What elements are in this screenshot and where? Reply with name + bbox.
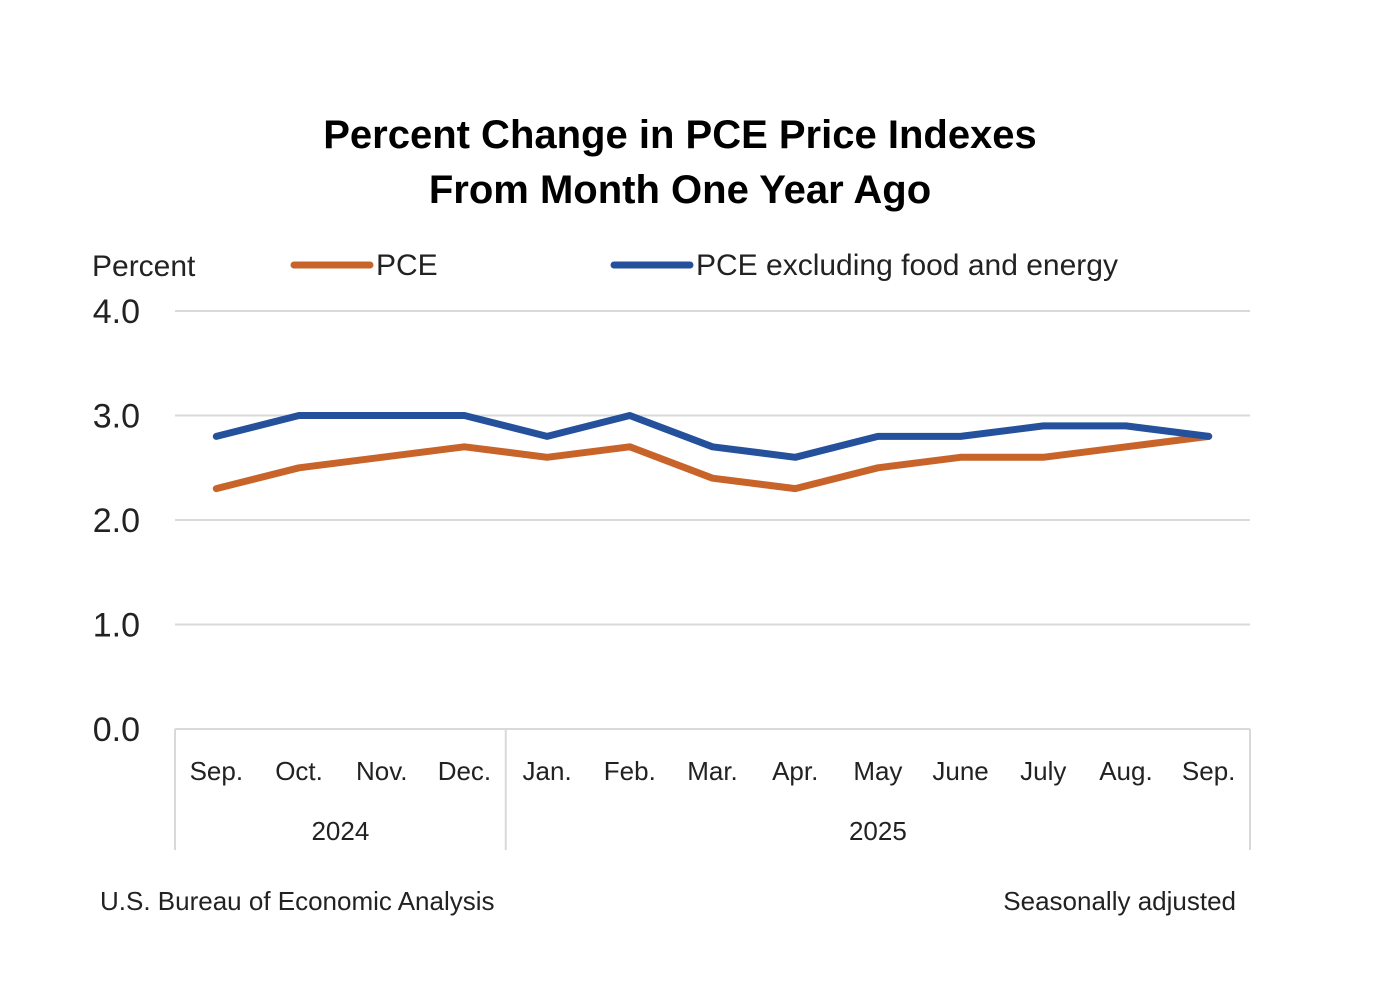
y-axis-ticks: 0.0 1.0 2.0 3.0 4.0	[93, 293, 140, 749]
series-line-pce	[212, 432, 1213, 493]
y-tick-2-0: 2.0	[93, 502, 140, 540]
y-axis-label: Percent	[92, 250, 196, 283]
x-tick-6-mar: Mar.	[687, 756, 738, 786]
x-axis-ticks: Sep. Oct. Nov. Dec. Jan. Feb. Mar. Apr. May June J…	[190, 756, 1236, 786]
category-axis-frame	[174, 728, 1251, 850]
y-tick-1-0: 1.0	[93, 607, 140, 645]
x-tick-2-nov: Nov.	[356, 756, 408, 786]
chart-title-line-2: From Month One Year Ago	[429, 168, 931, 212]
chart-title-line-1: Percent Change in PCE Price Indexes	[323, 113, 1037, 157]
legend-label-pce: PCE	[376, 249, 438, 282]
y-tick-4-0: 4.0	[93, 293, 140, 331]
x-tick-8-may: May	[853, 756, 902, 786]
x-tick-7-apr: Apr.	[772, 756, 818, 786]
x-tick-3-dec: Dec.	[438, 756, 491, 786]
x-tick-9-june: June	[932, 756, 988, 786]
x-tick-11-aug: Aug.	[1099, 756, 1153, 786]
x-tick-10-july: July	[1020, 756, 1066, 786]
x-tick-5-feb: Feb.	[604, 756, 656, 786]
x-tick-0-sep: Sep.	[190, 756, 244, 786]
x-axis-year-groups: 2024 2025	[311, 816, 906, 846]
x-tick-12-sep: Sep.	[1182, 756, 1236, 786]
series-line-pce-excluding-food-and-energy	[212, 412, 1213, 461]
seasonal-adjustment-note: Seasonally adjusted	[1003, 886, 1236, 916]
legend: PCE PCE excluding food and energy	[290, 249, 1118, 282]
x-group-2024: 2024	[311, 816, 369, 846]
y-tick-0-0: 0.0	[93, 711, 140, 749]
y-tick-3-0: 3.0	[93, 398, 140, 436]
x-tick-4-jan: Jan.	[523, 756, 572, 786]
x-tick-1-oct: Oct.	[275, 756, 323, 786]
series-lines	[212, 412, 1213, 493]
x-group-2025: 2025	[849, 816, 907, 846]
source-note: U.S. Bureau of Economic Analysis	[100, 886, 495, 916]
gridlines	[175, 310, 1250, 626]
legend-label-core-pce: PCE excluding food and energy	[696, 249, 1118, 282]
